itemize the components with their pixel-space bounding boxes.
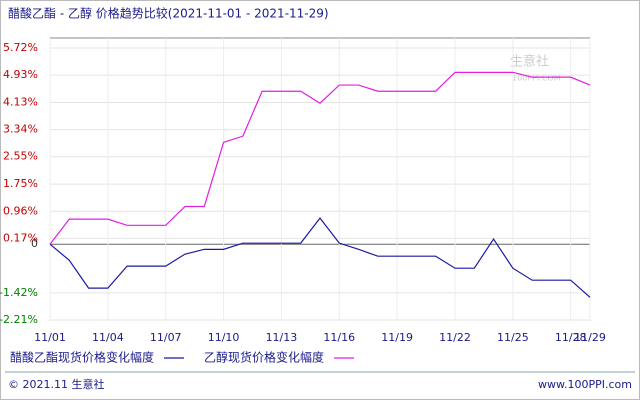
series-line [49, 217, 591, 298]
x-tick-label: 11/04 [92, 331, 124, 344]
footer-right: www.100PPI.com [538, 378, 632, 391]
x-tick-label: 11/10 [208, 331, 240, 344]
y-tick-label: 4.93% [3, 68, 38, 81]
y-tick-label: 0.17% [3, 231, 38, 244]
watermark: 100PPI.COM [512, 74, 561, 83]
footer-left: © 2021.11 生意社 [8, 377, 104, 391]
legend-label: 乙醇现货价格变化幅度 [204, 350, 324, 365]
y-tick-label: -1.42% [0, 286, 38, 299]
y-tick-label: -2.21% [0, 313, 38, 326]
y-tick-label: 2.55% [3, 150, 38, 163]
y-tick-label: 5.72% [3, 41, 38, 54]
watermark: 生意社 [510, 54, 549, 70]
x-tick-label: 11/28 [555, 331, 587, 344]
y-tick-label: 3.34% [3, 123, 38, 136]
x-tick-label: 11/07 [150, 331, 182, 344]
chart-title: 醋酸乙酯 - 乙醇 价格趋势比较(2021-11-01 - 2021-11-29… [8, 6, 329, 21]
y-tick-label: 1.75% [3, 177, 38, 190]
series-line [49, 71, 591, 245]
y-tick-label: 4.13% [3, 96, 38, 109]
y-tick-label: 0 [31, 237, 38, 250]
legend-label: 醋酸乙酯现货价格变化幅度 [10, 350, 154, 365]
y-tick-label: 0.96% [3, 204, 38, 217]
x-tick-label: 11/01 [34, 331, 66, 344]
x-tick-label: 11/25 [497, 331, 529, 344]
x-tick-label: 11/13 [266, 331, 298, 344]
x-tick-label: 11/19 [381, 331, 413, 344]
x-tick-label: 11/29 [574, 331, 606, 344]
x-tick-label: 11/16 [323, 331, 355, 344]
x-tick-label: 11/22 [439, 331, 471, 344]
